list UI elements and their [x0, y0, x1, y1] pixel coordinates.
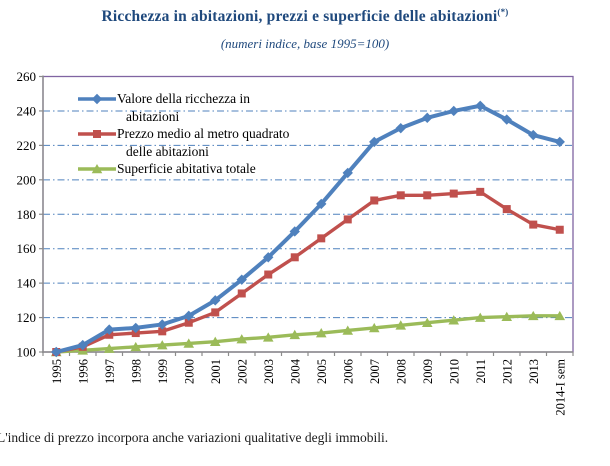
chart-area: 100 120 140 160 180 200 220 240 260 1995 1996 1997 1…: [17, 69, 574, 416]
svg-text:120: 120: [17, 310, 37, 325]
svg-text:1999: 1999: [156, 359, 170, 384]
svg-text:2000: 2000: [182, 359, 196, 384]
svg-text:2001: 2001: [209, 359, 223, 384]
legend-label-ricchezza: Valore della ricchezza in abitazioni: [117, 91, 251, 124]
svg-text:2008: 2008: [394, 359, 408, 384]
legend-label-prezzo: Prezzo medio al metro quadrato delle abi…: [117, 126, 290, 159]
legend-marker-square-icon: [78, 130, 116, 138]
chart-title-text: Ricchezza in abitazioni, prezzi e superf…: [101, 8, 498, 26]
legend-label-superficie: Superficie abitativa totale: [117, 161, 256, 176]
svg-text:2014-I sem: 2014-I sem: [553, 359, 567, 416]
svg-text:2006: 2006: [341, 359, 355, 384]
svg-text:1995: 1995: [50, 359, 64, 384]
chart-subtitle: (numeri indice, base 1995=100): [220, 36, 390, 51]
chart-title-footnote-marker: (*): [497, 7, 509, 17]
svg-text:2005: 2005: [315, 359, 329, 384]
svg-text:2002: 2002: [235, 359, 249, 384]
svg-text:220: 220: [17, 138, 37, 153]
svg-text:1996: 1996: [76, 359, 90, 384]
svg-text:2013: 2013: [527, 359, 541, 384]
legend-item-prezzo: Prezzo medio al metro quadrato delle abi…: [78, 125, 304, 160]
svg-text:260: 260: [17, 69, 37, 84]
svg-text:2004: 2004: [288, 358, 302, 384]
series-ricchezza: [51, 100, 565, 358]
series-prezzo: [52, 187, 564, 356]
axes: [39, 75, 574, 356]
svg-text:100: 100: [17, 345, 37, 360]
x-axis-labels: 1995 1996 1997 1998 1999 2000 2001 2002 2003 2004…: [50, 358, 568, 415]
chart-title: Ricchezza in abitazioni, prezzi e superf…: [0, 7, 610, 26]
svg-text:140: 140: [17, 276, 37, 291]
svg-text:2009: 2009: [421, 359, 435, 384]
svg-text:240: 240: [17, 103, 37, 118]
y-axis-labels: 100 120 140 160 180 200 220 240 260: [17, 69, 37, 360]
svg-text:1997: 1997: [103, 359, 117, 384]
svg-text:200: 200: [17, 172, 37, 187]
legend: Valore della ricchezza in abitazioni Pre…: [78, 90, 304, 178]
svg-text:160: 160: [17, 241, 37, 256]
legend-marker-diamond-icon: [78, 93, 116, 105]
legend-item-superficie: Superficie abitativa totale: [78, 160, 304, 178]
svg-text:2012: 2012: [500, 359, 514, 384]
svg-text:1998: 1998: [129, 359, 143, 384]
svg-text:2007: 2007: [368, 359, 382, 384]
legend-marker-triangle-icon: [78, 164, 116, 174]
svg-text:2010: 2010: [447, 359, 461, 384]
svg-text:180: 180: [17, 207, 37, 222]
series-superficie: [50, 310, 566, 357]
legend-item-ricchezza: Valore della ricchezza in abitazioni: [78, 90, 304, 125]
footnote: L'indice di prezzo incorpora anche varia…: [0, 430, 389, 445]
svg-text:2003: 2003: [262, 359, 276, 384]
svg-text:2011: 2011: [474, 359, 488, 384]
